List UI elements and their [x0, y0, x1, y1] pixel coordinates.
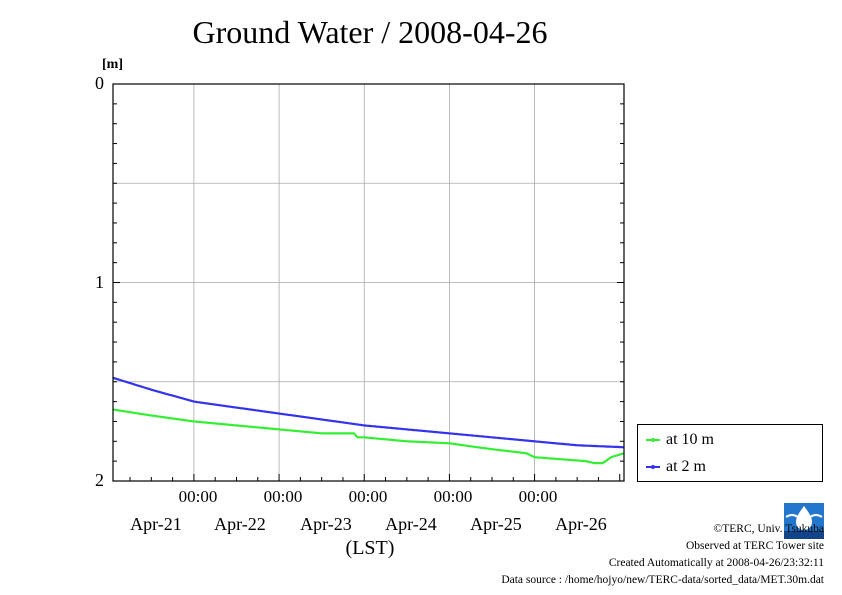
x-tick-time: 00:00: [263, 487, 303, 506]
y-axis-unit: [m]: [102, 57, 123, 72]
x-tick-time: 00:00: [518, 487, 558, 506]
series-line-at-10m: [112, 408, 625, 465]
x-tick-date: Apr-26: [555, 514, 607, 534]
legend-label: at 2 m: [666, 458, 706, 475]
plot-frame: [112, 83, 625, 482]
x-tick-date: Apr-25: [470, 514, 522, 534]
y-tick-label: 0: [95, 73, 104, 93]
credit-created: Created Automatically at 2008-04-26/23:3…: [608, 557, 824, 569]
x-tick-date: Apr-23: [300, 514, 352, 534]
credit-observed: Observed at TERC Tower site: [685, 540, 824, 552]
legend-item: at 10 m: [646, 430, 714, 450]
legend-item: at 2 m: [646, 457, 706, 477]
chart-title: Ground Water / 2008-04-26: [192, 14, 548, 50]
credit-copyright: ©TERC, Univ. Tsukuba: [713, 523, 824, 535]
x-tick-date: Apr-22: [214, 514, 266, 534]
x-tick-time: 00:00: [178, 487, 218, 506]
legend-swatch: [646, 438, 660, 442]
x-tick-time: 00:00: [433, 487, 473, 506]
credit-source: Data source : /home/hojyo/new/TERC-data/…: [501, 574, 824, 586]
x-axis-label: (LST): [345, 537, 395, 559]
legend: at 10 m at 2 m: [637, 424, 823, 482]
y-tick-label: 2: [95, 470, 104, 490]
terc-logo-icon: [784, 503, 824, 539]
series-line-at-2m: [112, 376, 625, 449]
x-tick-date: Apr-24: [385, 514, 437, 534]
x-tick-time: 00:00: [348, 487, 388, 506]
x-tick-date: Apr-21: [130, 514, 182, 534]
legend-label: at 10 m: [666, 431, 714, 448]
legend-swatch: [646, 465, 660, 469]
y-tick-label: 1: [95, 272, 104, 292]
